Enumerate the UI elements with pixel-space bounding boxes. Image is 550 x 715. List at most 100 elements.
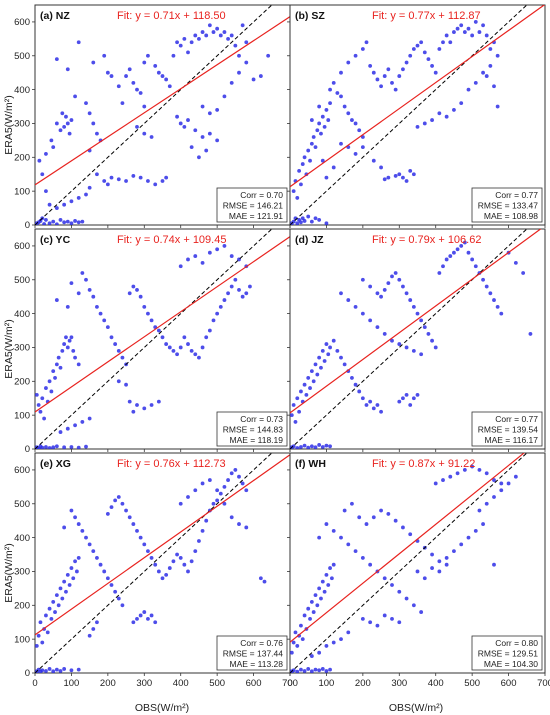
data-point <box>309 444 314 449</box>
data-point <box>322 124 327 129</box>
data-point <box>329 576 334 581</box>
data-point <box>95 304 99 309</box>
data-point <box>437 111 442 116</box>
data-point <box>142 60 147 65</box>
data-point <box>462 30 467 34</box>
data-point <box>65 304 70 309</box>
data-point <box>62 342 67 346</box>
data-point <box>495 304 500 309</box>
plot-area <box>290 453 528 673</box>
y-tick-label: 200 <box>14 153 30 164</box>
data-point <box>353 382 358 387</box>
data-point <box>204 148 209 153</box>
data-point <box>408 53 413 58</box>
data-point <box>109 175 114 180</box>
data-point <box>189 145 194 150</box>
data-point <box>40 396 45 401</box>
identity-line <box>35 229 273 449</box>
data-point <box>328 101 332 106</box>
data-point <box>80 219 85 224</box>
data-point <box>258 576 263 581</box>
data-point <box>51 145 56 150</box>
x-tick-label: 700 <box>282 678 298 689</box>
data-point <box>47 667 52 671</box>
data-point <box>315 603 320 608</box>
data-point <box>302 382 307 387</box>
x-tick-label: 100 <box>318 678 334 689</box>
data-point <box>393 174 398 178</box>
data-point <box>452 250 456 255</box>
data-point <box>167 84 172 89</box>
data-point <box>408 403 413 407</box>
data-point <box>459 101 464 106</box>
data-point <box>422 121 427 126</box>
data-point <box>375 325 380 330</box>
data-point <box>58 669 63 673</box>
data-point <box>91 60 96 65</box>
data-point <box>171 348 176 353</box>
x-tick-label: 100 <box>63 678 79 689</box>
data-point <box>411 172 416 177</box>
data-point <box>346 298 351 302</box>
data-point <box>67 338 72 343</box>
data-point <box>84 277 88 282</box>
data-point <box>73 515 77 520</box>
stat-mae: MAE = 108.98 <box>484 211 538 221</box>
data-point <box>364 40 369 45</box>
data-point <box>317 668 322 673</box>
data-point <box>167 345 172 350</box>
data-point <box>291 189 296 194</box>
y-axis-label: ERA5(W/m²) <box>3 543 15 603</box>
data-point <box>397 172 402 177</box>
data-point <box>64 335 68 340</box>
data-point <box>339 355 343 360</box>
data-point <box>120 603 125 608</box>
data-point <box>44 445 48 449</box>
data-point <box>62 220 67 225</box>
data-point <box>215 26 220 31</box>
stat-corr: Corr = 0.77 <box>495 190 538 200</box>
data-point <box>401 284 405 289</box>
data-point <box>302 155 307 160</box>
data-point <box>360 616 365 621</box>
data-point <box>302 219 307 223</box>
data-point <box>353 304 358 309</box>
data-point <box>200 30 205 34</box>
data-point <box>251 77 256 82</box>
data-point <box>448 474 453 479</box>
data-point <box>295 644 300 648</box>
data-point <box>153 620 158 625</box>
data-point <box>346 111 351 116</box>
data-point <box>319 131 323 136</box>
data-point <box>127 399 132 404</box>
data-point <box>207 111 212 116</box>
data-point <box>448 254 453 258</box>
data-point <box>135 403 139 407</box>
data-point <box>466 250 471 255</box>
data-point <box>76 40 81 45</box>
data-point <box>448 40 453 45</box>
data-point <box>492 84 496 89</box>
data-point <box>222 94 227 99</box>
data-point <box>339 291 343 296</box>
data-point <box>47 446 52 449</box>
stats-box <box>216 635 288 671</box>
data-point <box>444 33 449 38</box>
data-point <box>495 104 500 109</box>
data-point <box>200 260 205 265</box>
y-tick-label: 600 <box>14 241 30 252</box>
data-point <box>178 501 183 506</box>
data-point <box>357 128 362 133</box>
data-point <box>317 218 322 222</box>
data-point <box>444 114 449 119</box>
data-point <box>105 576 110 581</box>
data-point <box>215 488 220 493</box>
data-point <box>441 40 445 45</box>
data-point <box>73 355 77 360</box>
data-point <box>313 216 318 221</box>
data-point <box>35 644 39 648</box>
data-point <box>69 281 74 286</box>
data-point <box>76 362 81 367</box>
data-point <box>47 606 52 611</box>
data-point <box>404 60 409 65</box>
